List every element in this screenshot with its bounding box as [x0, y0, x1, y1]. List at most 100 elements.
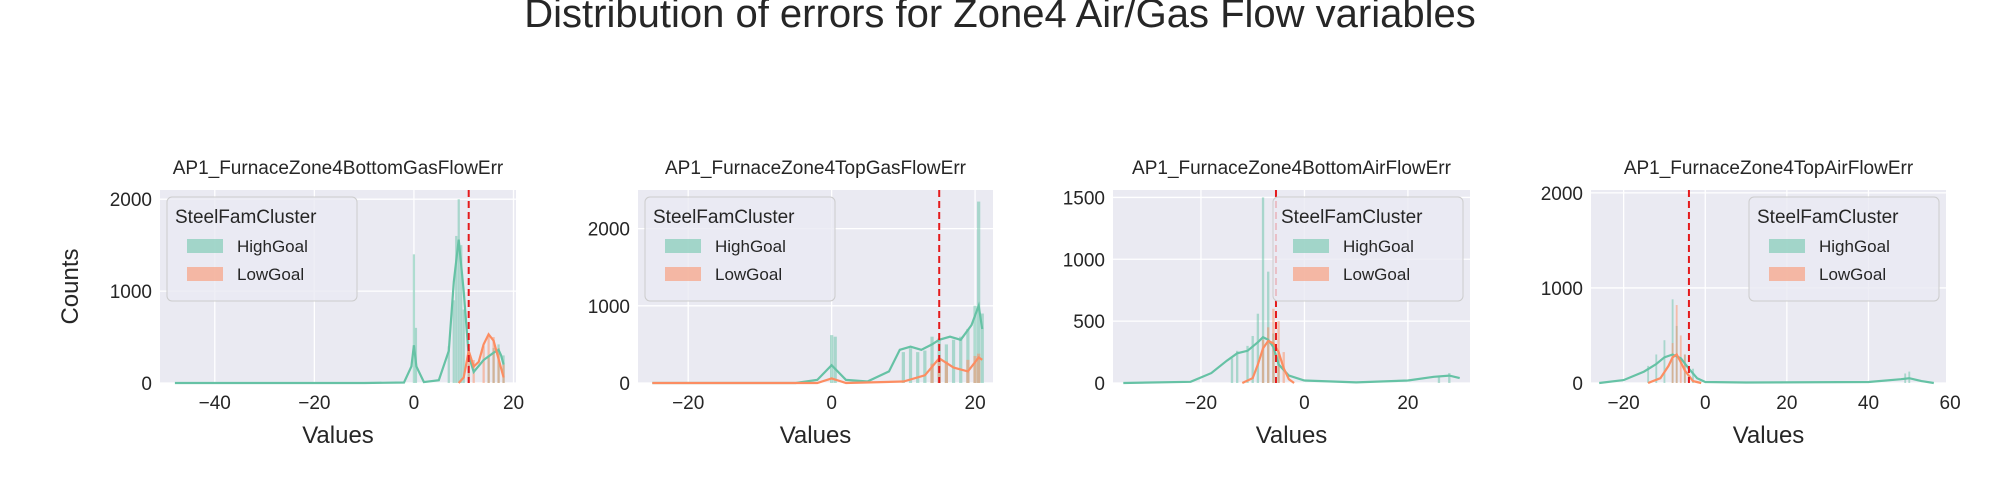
histogram-bar [1448, 373, 1451, 383]
legend: SteelFamCluster HighGoal LowGoal [1748, 196, 1940, 302]
x-axis-label: Values [780, 422, 852, 449]
y-tick-label: 1000 [110, 282, 152, 303]
histogram-bar [1671, 343, 1674, 383]
subplot-3: −20 0 20 0 500 1000 1500 AP1_FurnaceZone4Bottom… [1063, 158, 1470, 449]
histogram-bar [1256, 313, 1260, 383]
histogram-bar [959, 336, 963, 383]
y-tick-label: 0 [141, 374, 152, 395]
kde-line-highgoal [174, 239, 505, 385]
subplot-title: AP1_FurnaceZone4TopGasFlowErr [665, 158, 967, 179]
legend-swatch-lowgoal [187, 267, 223, 281]
legend-label-highgoal: HighGoal [1343, 237, 1414, 256]
y-tick-label: 2000 [1541, 184, 1583, 205]
legend-swatch-highgoal [1769, 239, 1805, 253]
legend: SteelFamCluster HighGoal LowGoal [166, 196, 358, 302]
y-tick-label: 1000 [588, 297, 630, 318]
x-tick-label: 0 [826, 393, 837, 414]
y-tick-label: 0 [1572, 374, 1583, 395]
y-tick-label: 1000 [1063, 250, 1105, 271]
legend: SteelFamCluster HighGoal LowGoal [644, 196, 836, 302]
x-tick-label: 20 [1397, 393, 1418, 414]
histogram-bar [1671, 299, 1674, 383]
histogram-bar [923, 350, 927, 383]
histogram-bar [916, 352, 920, 383]
legend-title: SteelFamCluster [1281, 207, 1423, 228]
subplot-2: −20 0 20 0 1000 2000 AP1_FurnaceZone4TopGasFlo… [588, 158, 993, 449]
x-tick-label: −20 [672, 393, 704, 414]
histogram-bar [966, 328, 970, 383]
histogram-bar [492, 337, 495, 383]
kde-line-lowgoal [457, 332, 505, 384]
x-axis-label: Values [1733, 422, 1805, 449]
x-tick-label: 60 [1940, 393, 1961, 414]
histogram-bar [1230, 358, 1234, 383]
histogram-bar [830, 335, 834, 383]
histogram-bar [1675, 305, 1678, 383]
y-tick-label: 2000 [588, 220, 630, 241]
subplot-title: AP1_FurnaceZone4BottomAirFlowErr [1132, 158, 1452, 179]
x-axis-label: Values [1256, 422, 1328, 449]
histogram-bar [980, 313, 984, 383]
histogram-bar [930, 363, 934, 383]
x-tick-label: 20 [503, 393, 524, 414]
histogram-bar [1267, 327, 1270, 383]
subplot-1: −40 −20 0 20 0 1000 2000 AP1_FurnaceZone4Bottom… [57, 158, 524, 449]
histogram-bar [455, 235, 458, 383]
y-tick-label: 500 [1073, 312, 1105, 333]
legend-label-lowgoal: LowGoal [237, 265, 304, 284]
x-axis-label: Values [302, 422, 374, 449]
histogram-bar [1655, 354, 1658, 383]
legend: SteelFamCluster HighGoal LowGoal [1272, 196, 1464, 302]
histogram-bar [908, 348, 913, 383]
histogram-bar [973, 305, 977, 383]
histogram-bar [901, 352, 905, 383]
histogram-bar [1267, 271, 1270, 383]
histogram-bar [1246, 345, 1249, 383]
histogram-bar [1647, 365, 1650, 383]
x-tick-label: 0 [1700, 393, 1711, 414]
histogram-bar [930, 336, 934, 383]
legend-swatch-highgoal [665, 239, 701, 253]
legend-label-highgoal: HighGoal [715, 237, 786, 256]
legend-swatch-lowgoal [1769, 267, 1805, 281]
histogram-bar [447, 346, 450, 383]
kde-line-highgoal [1123, 335, 1460, 385]
x-tick-label: 20 [965, 393, 986, 414]
histogram-bar [1663, 340, 1666, 383]
histogram-bar [1437, 375, 1441, 383]
legend-label-lowgoal: LowGoal [1819, 265, 1886, 284]
legend-swatch-lowgoal [1293, 267, 1329, 281]
x-tick-label: 40 [1858, 393, 1879, 414]
histogram-bar [973, 355, 977, 383]
histogram-bar [833, 336, 837, 383]
subplot-title: AP1_FurnaceZone4TopAirFlowErr [1624, 158, 1914, 179]
kde-line-highgoal [652, 301, 984, 385]
histogram-bar [1251, 335, 1254, 383]
histogram-bar [462, 309, 465, 383]
kde-line-lowgoal [1647, 352, 1702, 385]
y-tick-label: 0 [619, 374, 630, 395]
x-tick-label: −20 [1608, 393, 1640, 414]
histogram-bar [457, 199, 460, 383]
histogram-bar [1692, 368, 1694, 383]
legend-swatch-lowgoal [665, 267, 701, 281]
histogram-bar [977, 353, 981, 383]
x-tick-label: −20 [298, 393, 330, 414]
histogram-bar [467, 348, 470, 383]
legend-label-lowgoal: LowGoal [1343, 265, 1410, 284]
legend-label-highgoal: HighGoal [237, 237, 308, 256]
histogram-bar [452, 300, 455, 383]
legend-title: SteelFamCluster [1757, 207, 1899, 228]
x-tick-label: 0 [1299, 393, 1310, 414]
histogram-bar [487, 335, 490, 383]
x-tick-label: 0 [409, 393, 420, 414]
kde-line-highgoal [1599, 353, 1934, 385]
histogram-bar [497, 348, 500, 383]
legend-title: SteelFamCluster [653, 207, 795, 228]
histogram-bar [1261, 339, 1265, 383]
histogram-bar [460, 245, 463, 383]
legend-swatch-highgoal [187, 239, 223, 253]
histogram-bar [412, 254, 416, 383]
legend-title: SteelFamCluster [175, 207, 317, 228]
y-axis-label: Counts [57, 248, 84, 324]
